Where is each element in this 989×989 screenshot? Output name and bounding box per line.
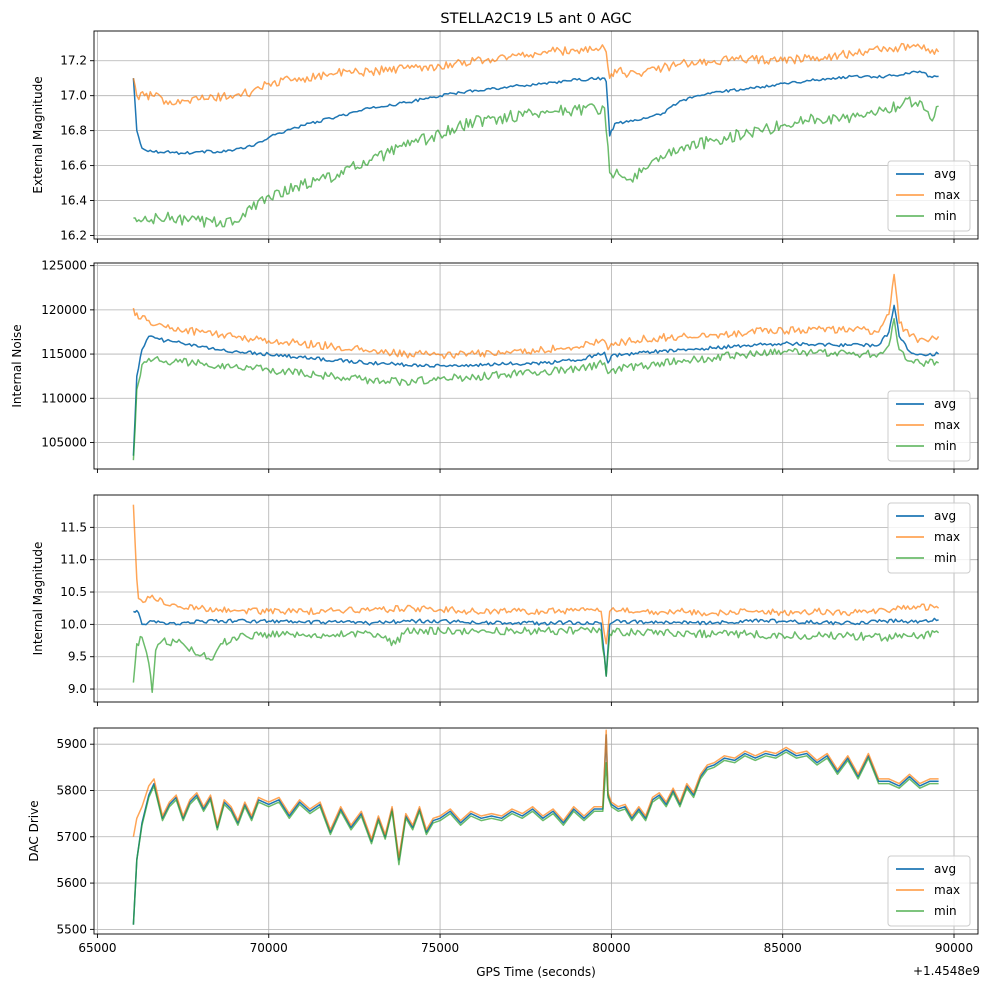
y-axis-label: DAC Drive bbox=[27, 800, 41, 861]
y-tick-label: 5800 bbox=[56, 783, 87, 797]
axes-frame bbox=[93, 494, 979, 703]
y-tick-label: 5500 bbox=[56, 922, 87, 936]
legend: avg max min bbox=[887, 502, 971, 574]
y-axis-label: Internal Noise bbox=[10, 324, 24, 407]
y-axis-label: Internal Magnitude bbox=[31, 542, 45, 656]
y-tick-label: 11.0 bbox=[60, 553, 87, 567]
figure-title: STELLA2C19 L5 ant 0 AGC bbox=[440, 11, 631, 27]
y-tick-label: 9.5 bbox=[68, 650, 87, 664]
series-line-min bbox=[132, 626, 940, 694]
legend-box bbox=[887, 855, 971, 927]
x-tick-label: 65000 bbox=[78, 941, 116, 955]
x-tick-label: 90000 bbox=[935, 941, 973, 955]
y-tick-label: 10.0 bbox=[60, 617, 87, 631]
series-line-min bbox=[132, 751, 939, 925]
y-tick-label: 105000 bbox=[41, 435, 87, 449]
series-line-avg bbox=[132, 70, 939, 155]
y-tick-label: 5900 bbox=[56, 737, 87, 751]
series-line-avg bbox=[132, 304, 940, 456]
y-tick-label: 17.2 bbox=[60, 54, 87, 68]
y-tick-label: 5700 bbox=[56, 830, 87, 844]
y-tick-label: 10.5 bbox=[60, 585, 87, 599]
axes-frame bbox=[93, 262, 979, 470]
series-line-max bbox=[132, 504, 940, 645]
legend-label-min: min bbox=[934, 439, 957, 453]
y-axis-label: External Magnitude bbox=[31, 76, 45, 193]
y-tick-label: 5600 bbox=[56, 876, 87, 890]
series-group bbox=[132, 504, 940, 694]
legend: avg max min bbox=[887, 855, 971, 927]
axes-frame bbox=[93, 30, 979, 240]
y-tick-label: 110000 bbox=[41, 391, 87, 405]
y-tick-label: 11.5 bbox=[60, 520, 87, 534]
legend-label-max: max bbox=[934, 418, 960, 432]
legend-label-max: max bbox=[934, 883, 960, 897]
series-line-max bbox=[132, 273, 940, 360]
legend-label-max: max bbox=[934, 188, 960, 202]
y-tick-label: 16.6 bbox=[60, 159, 87, 173]
legend-box bbox=[887, 160, 971, 232]
legend: avg max min bbox=[887, 160, 971, 232]
legend-label-avg: avg bbox=[934, 509, 956, 523]
y-tick-label: 120000 bbox=[41, 303, 87, 317]
legend-label-min: min bbox=[934, 209, 957, 223]
panel-1: 16.2 16.4 16.6 16.8 17.0 17.2 External Magnitu… bbox=[31, 30, 979, 243]
legend-label-avg: avg bbox=[934, 167, 956, 181]
x-tick-label: 85000 bbox=[764, 941, 802, 955]
legend-label-min: min bbox=[934, 904, 957, 918]
y-tick-label: 9.0 bbox=[68, 682, 87, 696]
legend-label-avg: avg bbox=[934, 397, 956, 411]
y-tick-label: 17.0 bbox=[60, 89, 87, 103]
panel-2: 105000 110000 115000 120000 125000 Internal N… bbox=[10, 259, 979, 473]
series-group bbox=[132, 42, 940, 228]
series-line-avg bbox=[132, 734, 939, 925]
x-axis-offset-label: +1.4548e9 bbox=[913, 964, 980, 978]
series-line-max bbox=[132, 42, 940, 106]
legend-label-avg: avg bbox=[934, 862, 956, 876]
series-line-min bbox=[133, 96, 939, 228]
legend-label-max: max bbox=[934, 530, 960, 544]
y-tick-label: 16.8 bbox=[60, 124, 87, 138]
panels: 16.2 16.4 16.6 16.8 17.0 17.2 External Magnitu… bbox=[10, 30, 979, 955]
legend-label-min: min bbox=[934, 551, 957, 565]
legend: avg max min bbox=[887, 390, 971, 462]
x-axis-label: GPS Time (seconds) bbox=[476, 965, 596, 979]
y-tick-label: 115000 bbox=[41, 347, 87, 361]
axes-frame bbox=[93, 727, 979, 935]
legend-box bbox=[887, 502, 971, 574]
series-line-max bbox=[132, 729, 939, 859]
x-tick-label: 75000 bbox=[421, 941, 459, 955]
x-tick-label: 70000 bbox=[250, 941, 288, 955]
y-tick-label: 16.4 bbox=[60, 194, 87, 208]
panel-4: 65000 70000 75000 80000 85000 90000 5500 5600 57… bbox=[27, 727, 979, 955]
panel-3: 9.0 9.5 10.0 10.5 11.0 11.5 Internal Magnitude… bbox=[31, 494, 979, 706]
series-line-min bbox=[132, 317, 939, 461]
x-tick-label: 80000 bbox=[592, 941, 630, 955]
series-group bbox=[132, 729, 939, 925]
series-line-avg bbox=[133, 609, 939, 677]
y-tick-label: 125000 bbox=[41, 259, 87, 273]
y-tick-label: 16.2 bbox=[60, 229, 87, 243]
series-group bbox=[132, 273, 940, 461]
legend-box bbox=[887, 390, 971, 462]
